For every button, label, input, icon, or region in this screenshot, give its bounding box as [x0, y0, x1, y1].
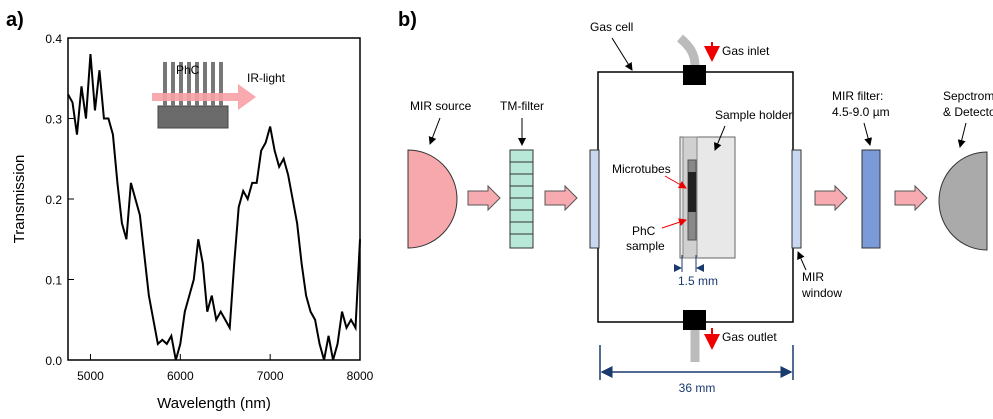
label: window — [801, 286, 842, 300]
x-axis-label: Wavelength (nm) — [157, 395, 271, 412]
label: MIR filter: — [832, 89, 883, 103]
annotation: IR-light — [247, 71, 286, 85]
label: MIR — [802, 270, 824, 284]
y-tick-label: 0.4 — [45, 32, 62, 46]
label: PhC — [632, 224, 656, 238]
x-tick-label: 6000 — [167, 369, 194, 383]
x-tick-label: 8000 — [347, 369, 374, 383]
panel-label: a) — [6, 9, 24, 31]
line — [67, 54, 361, 361]
label: Gas cell — [590, 20, 633, 34]
y-tick-label: 0.3 — [45, 113, 62, 127]
y-tick-label: 0.1 — [45, 274, 62, 288]
diagram: b) MIR source TM-filter Gas cell Gas inl… — [398, 9, 993, 395]
label: 36 mm — [679, 381, 716, 395]
label: 1.5 mm — [678, 274, 718, 288]
inset: PhC IR-light — [152, 62, 286, 129]
y-tick-label: 0.0 — [45, 354, 62, 368]
label: Gas outlet — [722, 330, 777, 344]
label: TM-filter — [500, 99, 544, 113]
label: Sample holder — [715, 108, 792, 122]
label: & Detector — [943, 105, 993, 119]
label: Gas inlet — [722, 44, 770, 58]
y-axis-label: Transmission — [11, 155, 28, 244]
chart: a) PhC IR-light Wavelength (nm) Transmis… — [6, 9, 374, 412]
annotation: PhC — [176, 63, 200, 77]
x-tick-label: 7000 — [257, 369, 284, 383]
label: Microtubes — [612, 162, 671, 176]
label: sample — [626, 239, 665, 253]
label: MIR source — [410, 99, 472, 113]
label: Sepctrometer — [943, 89, 993, 103]
y-tick-label: 0.2 — [45, 193, 62, 207]
label: 4.5-9.0 µm — [832, 105, 890, 119]
panel-label: b) — [398, 9, 417, 31]
x-tick-label: 5000 — [77, 369, 104, 383]
